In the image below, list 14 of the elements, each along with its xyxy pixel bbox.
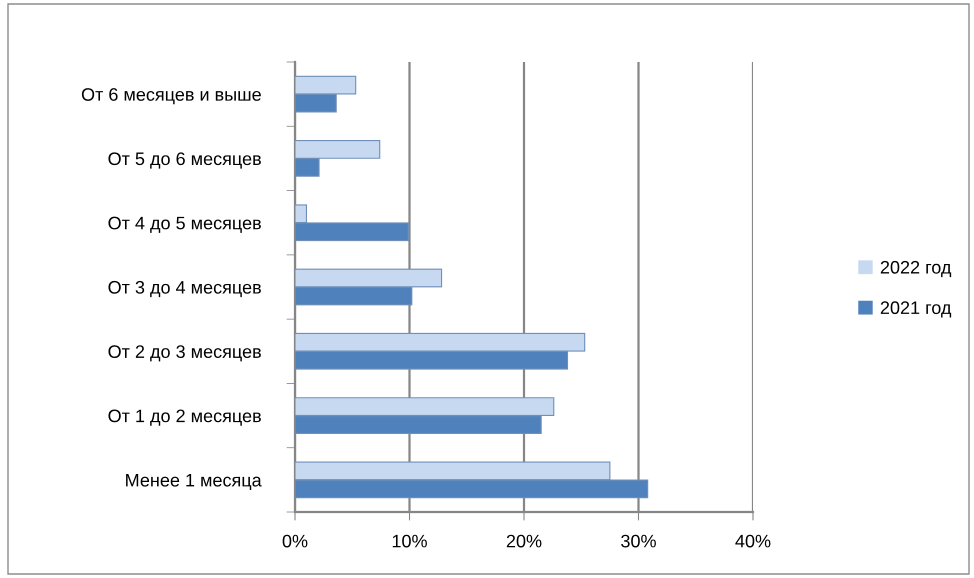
x-tick-label: 40% [735, 534, 770, 548]
x-tick-label: 30% [621, 534, 656, 548]
y-tick-label: От 2 до 3 месяцев [108, 345, 261, 362]
x-tick-label: 0% [282, 534, 308, 548]
legend-label: 2022 год [880, 260, 952, 278]
y-tick-label: От 4 до 5 месяцев [108, 216, 261, 233]
y-tick-label: От 5 до 6 месяцев [108, 152, 261, 169]
legend-label: 2021 год [880, 301, 952, 318]
y-tick-label: От 1 до 2 месяцев [108, 410, 261, 426]
y-tick-label: От 6 месяцев и выше [82, 88, 261, 104]
y-tick-label: От 3 до 4 месяцев [108, 280, 261, 298]
y-tick-label: Менее 1 месяца [126, 474, 262, 490]
x-tick-label: 10% [392, 534, 427, 548]
x-tick-label: 20% [506, 534, 542, 548]
